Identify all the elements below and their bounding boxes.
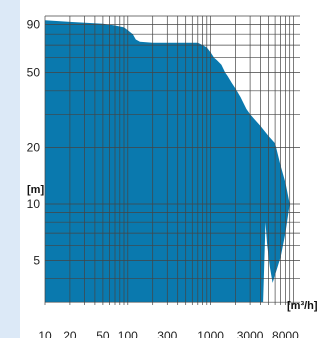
y-tick-label: 50 — [27, 66, 41, 80]
x-axis-label: [m³/h] — [287, 300, 318, 312]
left-band — [0, 0, 20, 338]
x-tick-label: 50 — [96, 329, 110, 338]
x-tick-label: 1000 — [197, 329, 224, 338]
x-tick-label: 300 — [157, 329, 177, 338]
x-tick-label: 3000 — [237, 329, 264, 338]
y-axis-label: [m] — [27, 184, 44, 196]
y-tick-label: 5 — [33, 254, 40, 268]
y-tick-label: 10 — [27, 197, 41, 211]
x-tick-label: 100 — [118, 329, 138, 338]
x-tick-label: 8000 — [272, 329, 299, 338]
x-tick-label: 20 — [63, 329, 77, 338]
y-tick-label: 20 — [27, 140, 41, 154]
x-tick-label: 10 — [38, 329, 52, 338]
y-tick-label: 90 — [27, 18, 41, 32]
